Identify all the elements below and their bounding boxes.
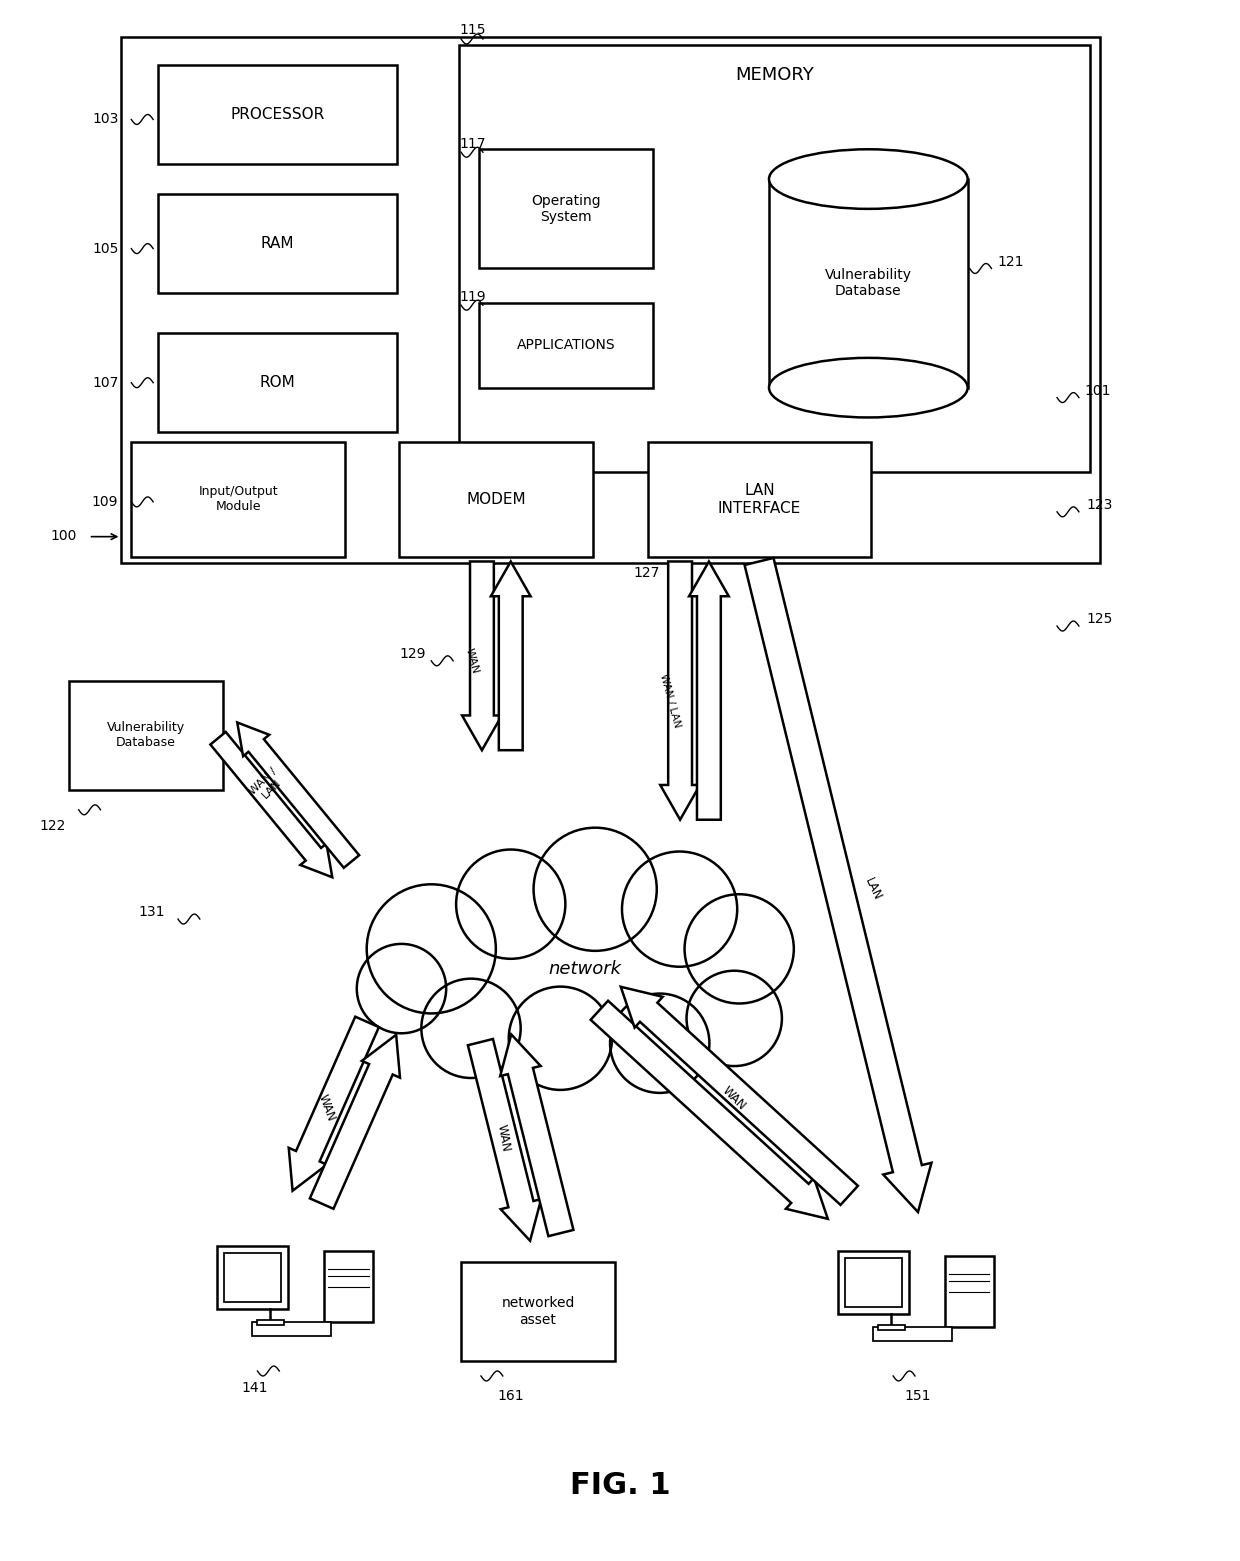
Polygon shape [289, 1016, 379, 1191]
Polygon shape [660, 562, 699, 820]
Text: 101: 101 [1085, 384, 1111, 398]
Bar [769, 180, 967, 387]
Text: 127: 127 [634, 567, 660, 581]
Bar [837, 1252, 909, 1314]
Bar [122, 37, 1100, 564]
Polygon shape [500, 1035, 573, 1236]
Bar [159, 194, 397, 293]
Text: MEMORY: MEMORY [735, 66, 813, 84]
Text: 131: 131 [139, 905, 165, 919]
Text: 119: 119 [459, 290, 486, 304]
Text: Input/Output
Module: Input/Output Module [198, 485, 278, 514]
Polygon shape [621, 987, 858, 1205]
Circle shape [687, 971, 782, 1066]
Text: WAN: WAN [719, 1083, 749, 1113]
Text: 141: 141 [242, 1381, 268, 1396]
Polygon shape [689, 562, 729, 820]
Polygon shape [590, 1001, 828, 1219]
Text: MODEM: MODEM [466, 492, 526, 507]
Bar [945, 1255, 994, 1327]
Circle shape [684, 894, 794, 1004]
Polygon shape [467, 1040, 541, 1241]
Circle shape [422, 979, 521, 1079]
Text: Operating
System: Operating System [531, 194, 600, 223]
Text: 103: 103 [92, 112, 118, 126]
Text: Vulnerability
Database: Vulnerability Database [825, 268, 911, 298]
Text: networked
asset: networked asset [501, 1296, 575, 1327]
Text: ROM: ROM [259, 375, 295, 390]
Bar [257, 1319, 284, 1325]
Text: LAN: LAN [863, 876, 884, 902]
Circle shape [367, 884, 496, 1013]
Text: FIG. 1: FIG. 1 [569, 1470, 671, 1500]
Circle shape [610, 993, 709, 1093]
Polygon shape [744, 557, 931, 1211]
Text: 105: 105 [92, 242, 118, 256]
Text: 123: 123 [1086, 498, 1114, 512]
Text: APPLICATIONS: APPLICATIONS [517, 339, 615, 353]
Ellipse shape [769, 150, 967, 209]
Text: 109: 109 [92, 495, 118, 509]
Text: 115: 115 [459, 23, 486, 37]
Circle shape [508, 987, 613, 1090]
Polygon shape [211, 732, 332, 877]
Bar [479, 150, 652, 268]
Polygon shape [237, 723, 360, 868]
Bar [878, 1325, 904, 1330]
Bar [459, 45, 1090, 471]
Bar [844, 1258, 901, 1307]
Bar [159, 66, 397, 164]
Text: WAN: WAN [495, 1122, 512, 1152]
Text: 121: 121 [997, 254, 1024, 268]
Bar [159, 332, 397, 432]
Text: 161: 161 [497, 1389, 525, 1403]
Polygon shape [310, 1035, 401, 1208]
Polygon shape [491, 562, 531, 751]
Text: RAM: RAM [260, 236, 294, 251]
Bar [873, 1327, 952, 1341]
Bar [68, 681, 223, 790]
Text: 122: 122 [40, 818, 66, 832]
Bar [647, 442, 872, 557]
Bar [131, 442, 345, 557]
Text: 100: 100 [51, 529, 77, 543]
Bar [224, 1253, 281, 1302]
Bar [461, 1261, 615, 1361]
Text: 125: 125 [1086, 612, 1114, 626]
Text: LAN
INTERFACE: LAN INTERFACE [718, 484, 801, 515]
Text: 129: 129 [399, 646, 427, 660]
Bar [399, 442, 593, 557]
Ellipse shape [769, 357, 967, 417]
Bar [324, 1250, 373, 1322]
Text: network: network [549, 960, 621, 977]
Text: WAN /
LAN: WAN / LAN [248, 765, 286, 804]
Circle shape [622, 851, 738, 966]
Circle shape [357, 944, 446, 1033]
Bar [479, 303, 652, 387]
Text: PROCESSOR: PROCESSOR [231, 108, 325, 122]
Text: 151: 151 [905, 1389, 931, 1403]
Text: Vulnerability
Database: Vulnerability Database [107, 721, 185, 749]
Circle shape [456, 849, 565, 958]
Circle shape [533, 827, 657, 951]
Text: WAN: WAN [316, 1093, 337, 1122]
Text: 117: 117 [459, 137, 486, 151]
Text: WAN / LAN: WAN / LAN [657, 673, 682, 729]
Bar [253, 1322, 331, 1336]
Text: WAN: WAN [464, 646, 480, 674]
Bar [217, 1246, 288, 1310]
Polygon shape [463, 562, 502, 751]
Text: 107: 107 [92, 376, 118, 390]
